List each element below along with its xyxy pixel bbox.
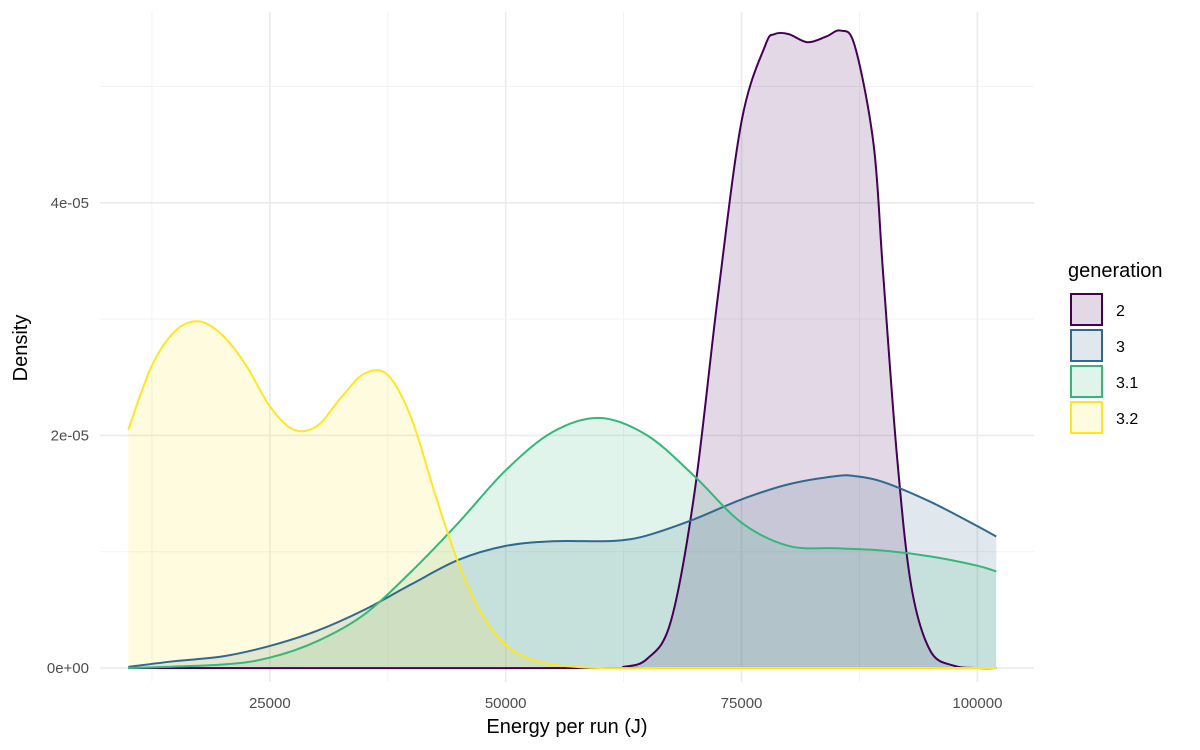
density-line-gen-3 xyxy=(128,474,997,668)
legend: generation 2 3 3.1 3.2 xyxy=(1068,260,1163,434)
legend-key-gen-3 xyxy=(1070,329,1103,362)
x-tick-label: 75000 xyxy=(721,695,763,712)
tick-layer: 25000 50000 75000 100000 0e+00 2e-05 4e-05 xyxy=(47,195,1003,712)
legend-key-bg xyxy=(1070,329,1103,362)
legend-label-gen-3-1: 3.1 xyxy=(1116,375,1138,392)
area-layer xyxy=(128,30,997,669)
y-tick-label: 4e-05 xyxy=(51,195,89,212)
density-line-gen-3-2 xyxy=(127,320,997,670)
legend-key-gen-3-2 xyxy=(1070,401,1103,434)
x-axis-title: Energy per run (J) xyxy=(486,716,647,738)
x-tick-label: 25000 xyxy=(249,695,291,712)
density-area-gen-3-2 xyxy=(128,321,997,669)
legend-items: 2 3 3.1 3.2 xyxy=(1070,293,1138,434)
density-area-gen-3-1 xyxy=(128,417,997,669)
legend-key-gen-3-1 xyxy=(1070,365,1103,398)
y-axis-title: Density xyxy=(10,315,32,382)
legend-key-bg xyxy=(1070,293,1103,326)
legend-label-gen-2: 2 xyxy=(1116,303,1125,320)
y-tick-label: 0e+00 xyxy=(47,660,89,677)
density-line-gen-3-1 xyxy=(128,416,997,670)
line-layer xyxy=(127,29,997,670)
x-tick-label: 100000 xyxy=(952,695,1002,712)
legend-key-gen-2 xyxy=(1070,293,1103,326)
legend-key-bg xyxy=(1070,365,1103,398)
legend-label-gen-3-2: 3.2 xyxy=(1116,411,1138,428)
x-tick-label: 50000 xyxy=(485,695,527,712)
legend-key-bg xyxy=(1070,401,1103,434)
legend-label-gen-3: 3 xyxy=(1116,339,1125,356)
density-area-gen-2 xyxy=(128,30,997,669)
y-tick-label: 2e-05 xyxy=(51,427,89,444)
legend-title: generation xyxy=(1068,260,1163,282)
